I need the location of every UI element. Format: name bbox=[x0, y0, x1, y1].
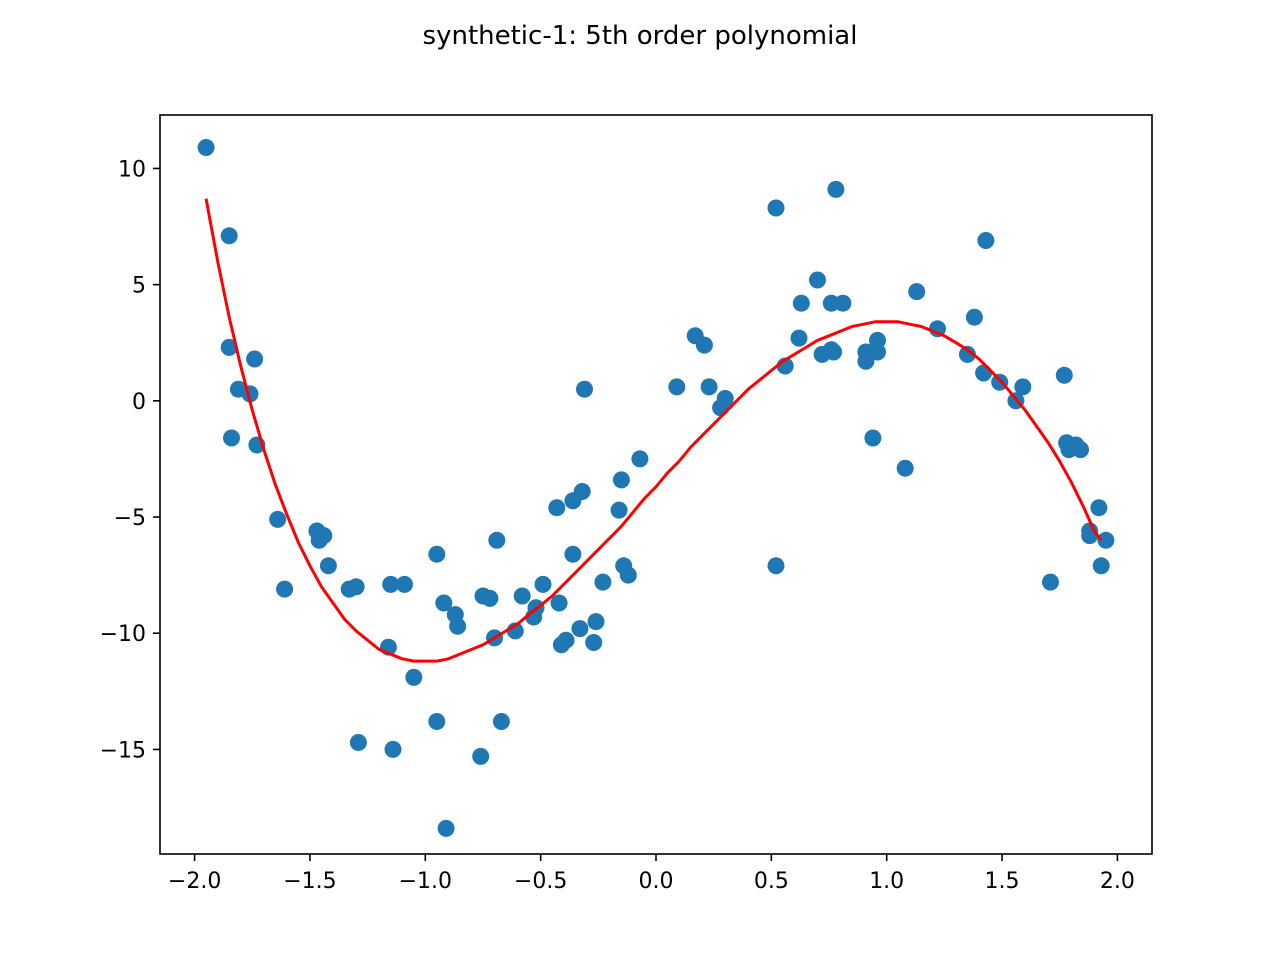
scatter-point bbox=[197, 139, 215, 156]
scatter-point bbox=[834, 294, 852, 312]
scatter-point bbox=[965, 308, 983, 326]
scatter-point bbox=[269, 510, 287, 528]
x-tick-label: −2.0 bbox=[168, 869, 221, 894]
y-tick-label: −15 bbox=[100, 738, 146, 763]
x-tick-label: −1.0 bbox=[399, 869, 452, 894]
scatter-point bbox=[571, 620, 589, 638]
scatter-point bbox=[1014, 378, 1032, 396]
scatter-point bbox=[384, 740, 402, 758]
scatter-point bbox=[437, 819, 455, 837]
scatter-point bbox=[315, 527, 333, 545]
scatter-point bbox=[695, 336, 713, 354]
axes-ticks: −2.0 −1.5 −1.0 −0.5 0.0 0.5 1.0 1.5 2.0 10 5 0 −5 −10… bbox=[100, 157, 1135, 894]
scatter-point bbox=[347, 578, 365, 596]
scatter-point bbox=[472, 747, 490, 765]
scatter-point bbox=[319, 557, 337, 575]
scatter-point bbox=[548, 499, 566, 517]
scatter-point bbox=[223, 429, 240, 447]
fit-line bbox=[204, 198, 1103, 663]
x-tick-label: 1.0 bbox=[869, 869, 904, 894]
scatter-point bbox=[610, 501, 628, 519]
scatter-point bbox=[825, 343, 843, 361]
scatter-point bbox=[864, 429, 882, 447]
y-tick-label: 5 bbox=[132, 274, 146, 299]
scatter-point bbox=[220, 338, 238, 356]
scatter-point bbox=[276, 580, 294, 598]
x-tick-label: 1.5 bbox=[985, 869, 1020, 894]
scatter-point bbox=[612, 471, 630, 489]
scatter-point bbox=[700, 378, 718, 396]
scatter-point bbox=[1097, 531, 1115, 549]
scatter-point bbox=[576, 380, 593, 398]
scatter-point bbox=[631, 450, 649, 468]
scatter-point bbox=[977, 232, 995, 249]
x-tick-label: −0.5 bbox=[514, 869, 567, 894]
scatter-point bbox=[896, 459, 914, 477]
scatter-point bbox=[792, 294, 810, 312]
x-tick-label: −1.5 bbox=[283, 869, 336, 894]
scatter-point bbox=[557, 631, 575, 649]
plot-area bbox=[197, 139, 1115, 837]
scatter-point bbox=[869, 343, 886, 361]
scatter-point bbox=[488, 531, 506, 549]
scatter-point bbox=[449, 617, 467, 635]
scatter-point bbox=[857, 352, 875, 370]
scatter-point bbox=[1081, 527, 1099, 545]
scatter-point bbox=[1092, 557, 1110, 575]
scatter-point bbox=[668, 378, 686, 396]
y-tick-label: −5 bbox=[114, 506, 146, 531]
scatter-point bbox=[790, 329, 808, 347]
scatter-point bbox=[908, 283, 926, 301]
scatter-point bbox=[827, 180, 845, 198]
y-tick-label: 0 bbox=[132, 390, 146, 415]
scatter-point bbox=[428, 545, 446, 563]
scatter-point bbox=[716, 390, 734, 407]
scatter-point bbox=[481, 589, 499, 607]
scatter-point bbox=[573, 483, 591, 500]
chart-title: synthetic-1: 5th order polynomial bbox=[423, 21, 858, 51]
scatter-point bbox=[349, 734, 367, 751]
x-tick-label: 0.0 bbox=[639, 869, 674, 894]
scatter-point bbox=[809, 271, 826, 289]
scatter-point bbox=[534, 575, 552, 593]
scatter-point bbox=[513, 587, 531, 605]
scatter-point bbox=[382, 575, 400, 593]
scatter-point bbox=[587, 613, 605, 631]
scatter-point bbox=[619, 566, 637, 584]
scatter-point bbox=[246, 350, 264, 368]
scatter-point bbox=[1042, 573, 1059, 591]
scatter-point bbox=[1055, 366, 1073, 384]
scatter-point bbox=[492, 713, 510, 730]
scatter-point bbox=[405, 668, 423, 686]
scatter-point bbox=[1072, 441, 1089, 459]
scatter-point bbox=[767, 199, 785, 217]
scatter-point bbox=[1090, 499, 1108, 517]
scatter-point bbox=[428, 713, 446, 730]
y-tick-label: −10 bbox=[100, 622, 146, 647]
scatter-point bbox=[435, 594, 453, 612]
scatter-point bbox=[564, 545, 582, 563]
scatter-point bbox=[594, 573, 612, 591]
scatter-point bbox=[585, 634, 603, 651]
scatter-point bbox=[550, 594, 568, 612]
y-tick-label: 10 bbox=[118, 157, 146, 182]
scatter-point bbox=[396, 575, 413, 593]
scatter-point bbox=[975, 364, 993, 382]
scatter-point bbox=[958, 345, 976, 363]
scatter-point bbox=[220, 227, 238, 245]
scatter-point bbox=[767, 557, 785, 575]
x-tick-label: 0.5 bbox=[754, 869, 789, 894]
x-tick-label: 2.0 bbox=[1100, 869, 1135, 894]
scatter-point bbox=[929, 320, 946, 338]
